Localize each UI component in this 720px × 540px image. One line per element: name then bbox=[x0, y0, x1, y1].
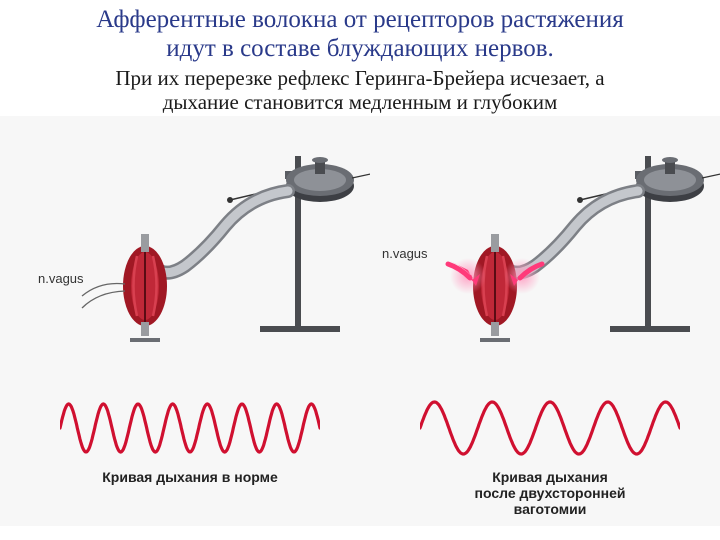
title-main-line1: Афферентные волокна от рецепторов растяж… bbox=[96, 6, 624, 33]
title-main: Афферентные волокна от рецепторов растяж… bbox=[20, 6, 700, 64]
wave-vagotomy-cap1: Кривая дыхания bbox=[492, 469, 608, 485]
title-sub: При их перерезке рефлекс Геринга-Брейера… bbox=[20, 66, 700, 114]
wave-normal: Кривая дыхания в норме bbox=[40, 396, 340, 485]
wave-vagotomy: Кривая дыхания после двухсторонней вагот… bbox=[400, 396, 700, 517]
wave-vagotomy-cap3: ваготомии bbox=[514, 501, 587, 517]
title-sub-line2: дыхание становится медленным и глубоким bbox=[163, 90, 558, 114]
panel-vagotomy: n.vagus bbox=[380, 116, 720, 376]
wave-normal-svg bbox=[60, 396, 320, 460]
apparatus-vagotomy-svg bbox=[380, 116, 720, 376]
title-block: Афферентные волокна от рецепторов растяж… bbox=[0, 0, 720, 116]
pipe-icon bbox=[160, 191, 288, 273]
apparatus-normal-svg bbox=[30, 116, 370, 376]
wave-vagotomy-cap2: после двухсторонней bbox=[475, 485, 626, 501]
title-sub-line1: При их перерезке рефлекс Геринга-Брейера… bbox=[115, 66, 604, 90]
nerve-label-left: n.vagus bbox=[38, 271, 84, 286]
nerve-intact-icon bbox=[82, 283, 125, 308]
wave-vagotomy-svg bbox=[420, 396, 680, 460]
tissue-icon bbox=[123, 234, 167, 336]
wave-vagotomy-caption: Кривая дыхания после двухсторонней вагот… bbox=[400, 469, 700, 517]
diagram-area: n.vagus bbox=[0, 116, 720, 526]
wave-row: Кривая дыхания в норме Кривая дыхания по… bbox=[0, 396, 720, 516]
nerve-label-right: n.vagus bbox=[382, 246, 428, 261]
title-main-line2: идут в составе блуждающих нервов. bbox=[166, 35, 554, 62]
panel-normal: n.vagus bbox=[30, 116, 370, 376]
wave-normal-caption: Кривая дыхания в норме bbox=[40, 469, 340, 485]
